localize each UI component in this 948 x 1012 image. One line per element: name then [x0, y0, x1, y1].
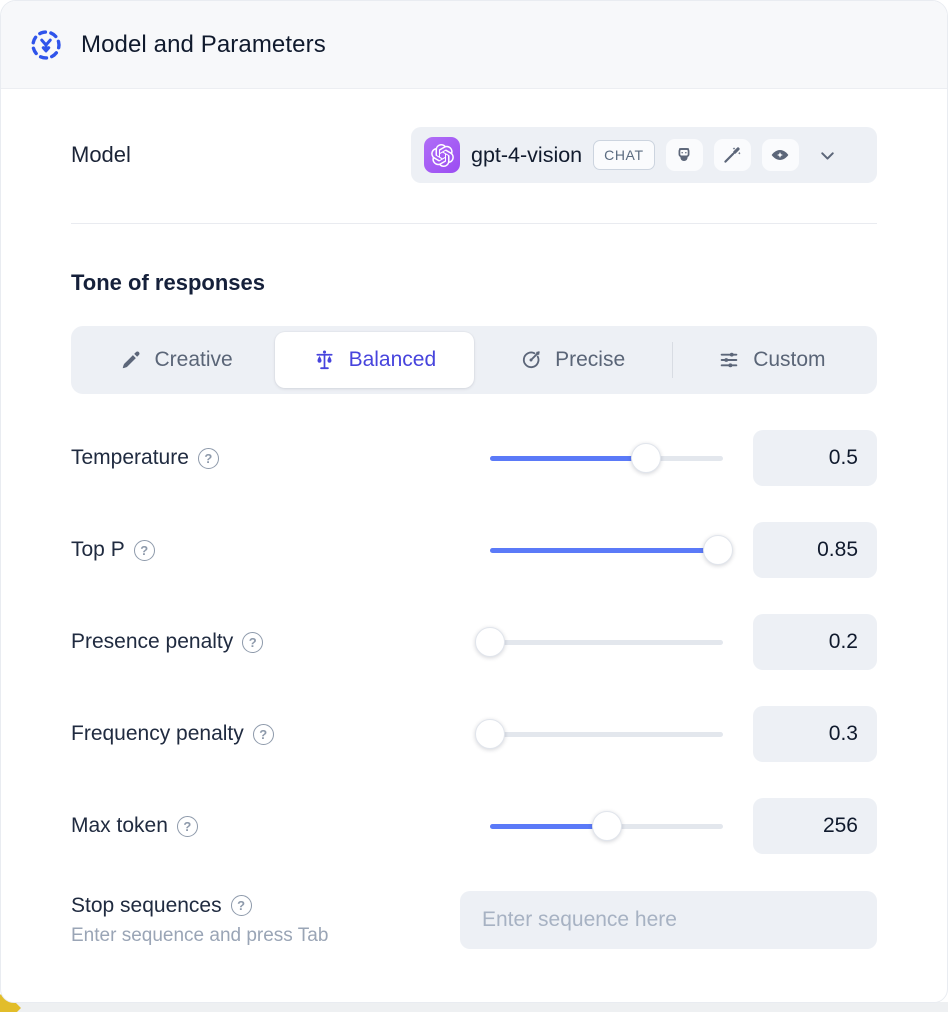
model-select[interactable]: gpt-4-vision CHAT [411, 127, 877, 183]
section-divider [71, 223, 877, 224]
tab-divider [671, 342, 673, 378]
chat-type-badge: CHAT [593, 140, 655, 170]
presence-penalty-label: Presence penalty [71, 630, 234, 653]
help-icon[interactable]: ? [230, 895, 252, 916]
temperature-value[interactable]: 0.5 [753, 430, 877, 486]
stop-sequences-row: Stop sequences ? Enter sequence and pres… [71, 891, 877, 949]
stop-sequence-input[interactable] [460, 891, 877, 949]
stop-sequences-label: Stop sequences [71, 893, 222, 917]
temperature-row: Temperature ? 0.5 [71, 430, 877, 486]
frequency-penalty-label: Frequency penalty [71, 722, 244, 745]
presence-penalty-slider[interactable] [475, 627, 723, 657]
robot-icon [665, 139, 703, 171]
tab-custom[interactable]: Custom [673, 332, 871, 388]
panel-title: Model and Parameters [81, 30, 326, 58]
help-icon[interactable]: ? [242, 631, 264, 653]
help-icon[interactable]: ? [133, 539, 155, 561]
tab-label: Custom [753, 348, 826, 371]
temperature-label: Temperature [71, 446, 189, 469]
chevron-down-icon[interactable] [817, 145, 838, 166]
max-token-value[interactable]: 256 [753, 798, 877, 854]
max-token-row: Max token ? 256 [71, 798, 877, 854]
slider-thumb[interactable] [703, 535, 734, 565]
top-p-slider[interactable] [490, 535, 734, 565]
slider-thumb[interactable] [591, 811, 622, 841]
openai-logo [424, 137, 460, 173]
frequency-penalty-row: Frequency penalty ? 0.3 [71, 706, 877, 762]
slider-thumb[interactable] [631, 443, 662, 473]
tab-balanced[interactable]: Balanced [275, 332, 474, 388]
help-icon[interactable]: ? [176, 815, 198, 837]
panel-header: Model and Parameters [1, 1, 947, 89]
model-label: Model [71, 142, 131, 167]
top-p-value[interactable]: 0.85 [753, 522, 877, 578]
tab-creative[interactable]: Creative [77, 332, 275, 388]
frequency-penalty-value[interactable]: 0.3 [753, 706, 877, 762]
magic-wand-icon [713, 139, 751, 171]
model-node-icon [29, 28, 63, 62]
max-token-slider[interactable] [490, 811, 723, 841]
stop-sequences-hint: Enter sequence and press Tab [71, 924, 329, 946]
target-dart-icon [523, 351, 540, 369]
help-icon[interactable]: ? [197, 447, 219, 469]
paintbrush-icon [122, 351, 140, 369]
tab-label: Precise [555, 348, 626, 371]
model-name: gpt-4-vision [471, 142, 583, 167]
vision-eye-icon [761, 139, 799, 171]
model-row: Model gpt-4-vision CHAT [71, 127, 877, 183]
frequency-penalty-slider[interactable] [475, 719, 723, 749]
canvas-background-strip [0, 1002, 948, 1012]
tone-tab-bar: Creative Balanced [71, 326, 877, 394]
top-p-row: Top P ? 0.85 [71, 522, 877, 578]
sliders-icon [720, 352, 738, 368]
slider-thumb[interactable] [475, 627, 505, 657]
temperature-slider[interactable] [490, 443, 723, 473]
presence-penalty-value[interactable]: 0.2 [753, 614, 877, 670]
tab-precise[interactable]: Precise [474, 332, 672, 388]
help-icon[interactable]: ? [252, 723, 274, 745]
presence-penalty-row: Presence penalty ? 0.2 [71, 614, 877, 670]
top-p-label: Top P [71, 538, 125, 561]
tab-label: Balanced [348, 348, 437, 371]
tab-label: Creative [154, 348, 233, 371]
tone-heading: Tone of responses [71, 270, 265, 295]
panel-content: Model gpt-4-vision CHAT [1, 89, 947, 949]
slider-thumb[interactable] [475, 719, 505, 749]
balance-scale-icon [316, 350, 333, 369]
max-token-label: Max token [71, 814, 168, 837]
